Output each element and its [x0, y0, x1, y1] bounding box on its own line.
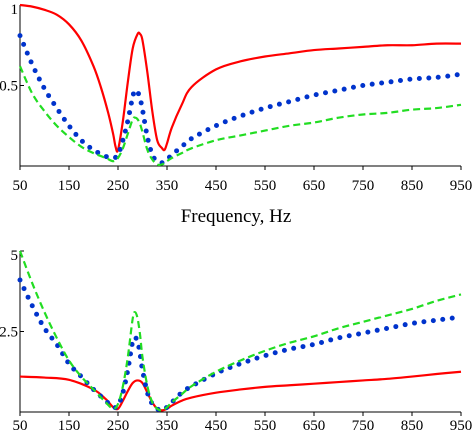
- top-x-tick-label: 150: [58, 178, 81, 194]
- top-x-tick-label: 350: [156, 178, 179, 194]
- bottom-x-tick-label: 450: [205, 418, 228, 434]
- bottom-y-tick-label: 5: [11, 248, 19, 264]
- top-series-solid-line: [19, 3, 462, 153]
- top-x-tick-label: 550: [254, 178, 277, 194]
- x-axis-title: Frequency, Hz: [181, 206, 292, 227]
- bottom-x-tick-label: 250: [107, 418, 130, 434]
- bottom-x-tick-label: 950: [450, 418, 473, 434]
- top-x-tick-label: 250: [107, 178, 130, 194]
- top-x-tick-label: 650: [303, 178, 326, 194]
- bottom-series-solid-line: [19, 370, 462, 412]
- bottom-chart: 50 150 250 350 450 550 650 750 850 950 2.5 5: [0, 248, 472, 434]
- bottom-x-tick-label: 150: [58, 418, 81, 434]
- top-x-tick-label: 50: [13, 178, 28, 194]
- top-x-tick-label: 450: [205, 178, 228, 194]
- top-series-dotted-line: [17, 33, 464, 166]
- bottom-x-tick-label: 550: [254, 418, 277, 434]
- top-x-tick-label: 850: [401, 178, 424, 194]
- top-x-tick-label: 950: [450, 178, 473, 194]
- bottom-x-tick-label: 750: [352, 418, 375, 434]
- bottom-x-tick-label: 850: [401, 418, 424, 434]
- top-series-dashed-line: [18, 65, 462, 166]
- bottom-x-tick-label: 650: [303, 418, 326, 434]
- top-x-tick-label: 750: [352, 178, 375, 194]
- bottom-x-tick-label: 350: [156, 418, 179, 434]
- bottom-series-dotted-line: [17, 277, 464, 413]
- top-y-tick-label: 0.5: [0, 79, 18, 95]
- bottom-y-tick-label: 2.5: [0, 325, 18, 341]
- top-y-tick-label: 1: [11, 2, 19, 18]
- bottom-series-dashed-line: [18, 250, 462, 412]
- top-chart: 50 150 250 350 450 550 650 750 850 950 0.5 1: [0, 2, 472, 194]
- bottom-x-tick-label: 50: [13, 418, 28, 434]
